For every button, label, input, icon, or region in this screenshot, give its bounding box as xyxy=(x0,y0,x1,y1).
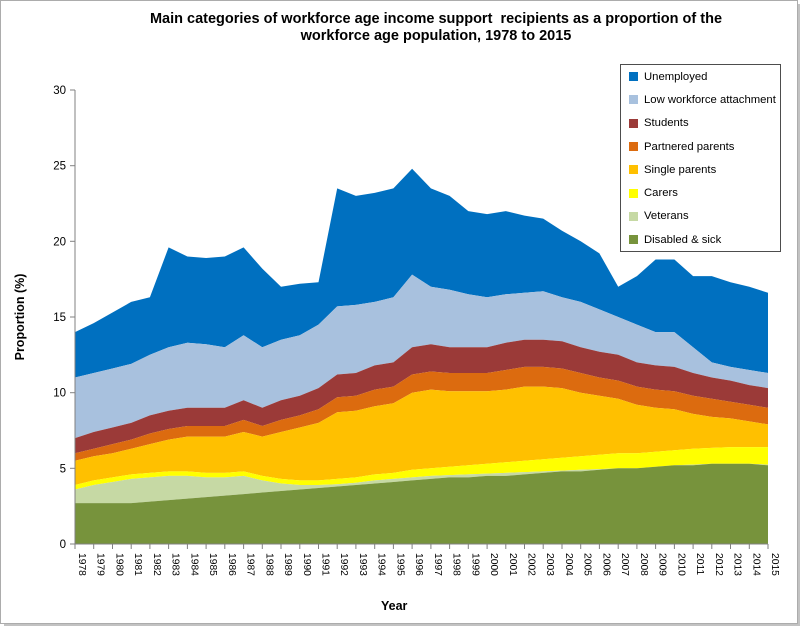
svg-text:1980: 1980 xyxy=(114,553,125,576)
svg-text:1991: 1991 xyxy=(320,553,331,576)
svg-text:1978: 1978 xyxy=(76,553,87,576)
svg-text:2003: 2003 xyxy=(544,553,555,576)
svg-text:1985: 1985 xyxy=(207,553,218,576)
svg-text:1996: 1996 xyxy=(413,553,424,576)
svg-text:1992: 1992 xyxy=(338,553,349,576)
svg-text:2009: 2009 xyxy=(657,553,668,576)
svg-text:1982: 1982 xyxy=(151,553,162,576)
svg-text:2012: 2012 xyxy=(713,553,724,576)
svg-text:10: 10 xyxy=(53,388,66,400)
svg-text:2002: 2002 xyxy=(526,553,537,576)
svg-text:1998: 1998 xyxy=(451,553,462,576)
svg-text:2011: 2011 xyxy=(694,553,705,575)
svg-text:1988: 1988 xyxy=(263,553,274,576)
svg-text:2004: 2004 xyxy=(563,553,574,576)
svg-text:2006: 2006 xyxy=(600,553,611,576)
svg-text:1994: 1994 xyxy=(376,553,387,576)
svg-text:1993: 1993 xyxy=(357,553,368,576)
svg-text:1995: 1995 xyxy=(394,553,405,576)
svg-text:1987: 1987 xyxy=(245,553,256,576)
svg-text:2008: 2008 xyxy=(638,553,649,576)
svg-text:2005: 2005 xyxy=(582,553,593,576)
svg-text:1981: 1981 xyxy=(132,553,143,576)
svg-text:5: 5 xyxy=(60,463,66,475)
svg-text:1990: 1990 xyxy=(301,553,312,576)
svg-text:1986: 1986 xyxy=(226,553,237,576)
svg-text:0: 0 xyxy=(60,539,66,551)
svg-text:1999: 1999 xyxy=(469,553,480,576)
svg-text:1983: 1983 xyxy=(170,553,181,576)
svg-text:30: 30 xyxy=(53,85,66,97)
svg-text:25: 25 xyxy=(53,161,66,173)
svg-text:2001: 2001 xyxy=(507,553,518,576)
svg-text:1989: 1989 xyxy=(282,553,293,576)
svg-text:2000: 2000 xyxy=(488,553,499,576)
svg-text:20: 20 xyxy=(53,236,66,248)
svg-text:2010: 2010 xyxy=(675,553,686,576)
svg-text:1979: 1979 xyxy=(95,553,106,576)
svg-text:1984: 1984 xyxy=(188,553,199,576)
svg-text:1997: 1997 xyxy=(432,553,443,576)
svg-text:2007: 2007 xyxy=(619,553,630,576)
svg-text:15: 15 xyxy=(53,312,66,324)
svg-text:2013: 2013 xyxy=(732,553,743,576)
svg-text:2014: 2014 xyxy=(750,553,761,576)
svg-text:Proportion (%): Proportion (%) xyxy=(13,274,27,361)
svg-text:2015: 2015 xyxy=(769,553,780,576)
